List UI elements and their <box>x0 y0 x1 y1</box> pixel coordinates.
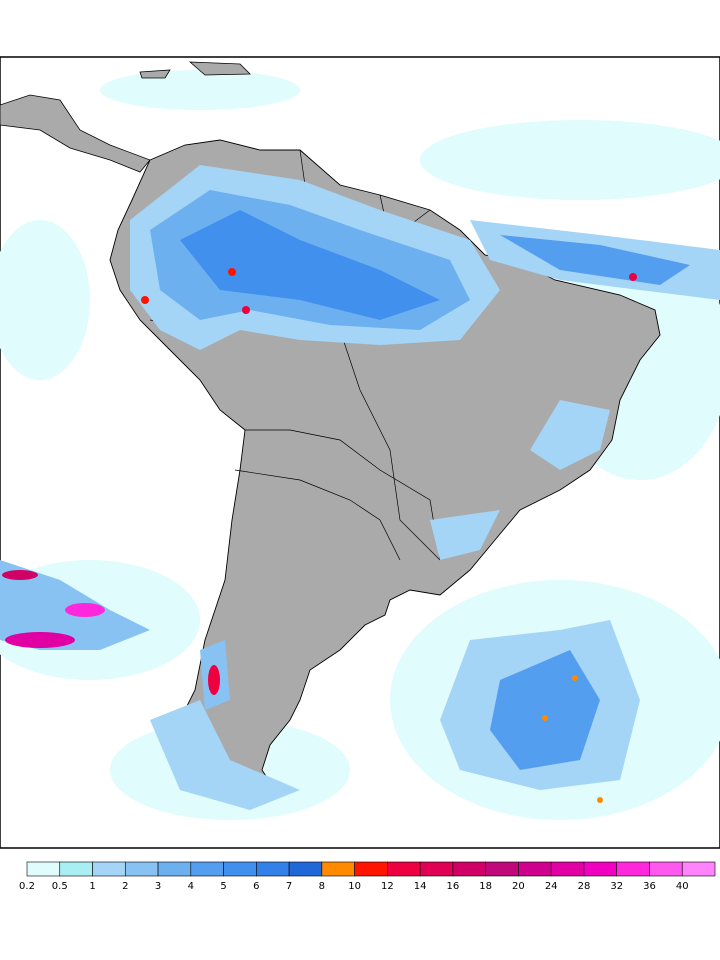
color-box <box>354 861 388 877</box>
color-box <box>419 861 454 877</box>
legend-label: 2 <box>122 881 128 892</box>
color-box <box>616 861 650 877</box>
legend-label: 24 <box>545 881 558 892</box>
legend-label: 8 <box>319 881 325 892</box>
color-box <box>681 861 716 877</box>
color-box <box>321 861 355 877</box>
legend-label: 32 <box>610 881 623 892</box>
legend-label: 16 <box>447 881 460 892</box>
legend-label: 28 <box>578 881 591 892</box>
precipitation-map <box>0 56 720 849</box>
color-box <box>92 861 126 877</box>
color-box <box>157 861 192 877</box>
color-box <box>518 861 552 877</box>
color-box <box>288 861 323 877</box>
color-box <box>550 861 585 877</box>
color-box <box>485 861 519 877</box>
legend-label: 3 <box>155 881 161 892</box>
legend-label: 20 <box>512 881 525 892</box>
legend-label: 0.2 <box>19 881 35 892</box>
central-america-land <box>0 61 251 173</box>
color-box <box>124 861 159 877</box>
legend-label: 1 <box>89 881 95 892</box>
color-box <box>26 861 61 877</box>
legend-label: 10 <box>348 881 361 892</box>
legend-label: 4 <box>188 881 194 892</box>
color-box <box>256 861 290 877</box>
legend-label: 6 <box>253 881 259 892</box>
legend-label: 7 <box>286 881 292 892</box>
color-legend: 0.2 0.5 1 2 3 4 5 6 7 8 10 12 14 16 18 20 24 28 32 36 40 <box>19 861 716 892</box>
legend-label: 36 <box>643 881 656 892</box>
legend-label: 40 <box>676 881 689 892</box>
color-box <box>59 861 93 877</box>
color-box <box>583 861 618 877</box>
legend-label: 18 <box>479 881 492 892</box>
legend-label: 12 <box>381 881 394 892</box>
legend-label: 14 <box>414 881 427 892</box>
color-box <box>190 861 224 877</box>
color-box <box>223 861 257 877</box>
color-box <box>649 861 683 877</box>
legend-label: 0.5 <box>52 881 68 892</box>
legend-label: 5 <box>220 881 226 892</box>
heavy-rain-spots <box>2 268 637 803</box>
color-box <box>452 861 486 877</box>
color-box <box>387 861 421 877</box>
